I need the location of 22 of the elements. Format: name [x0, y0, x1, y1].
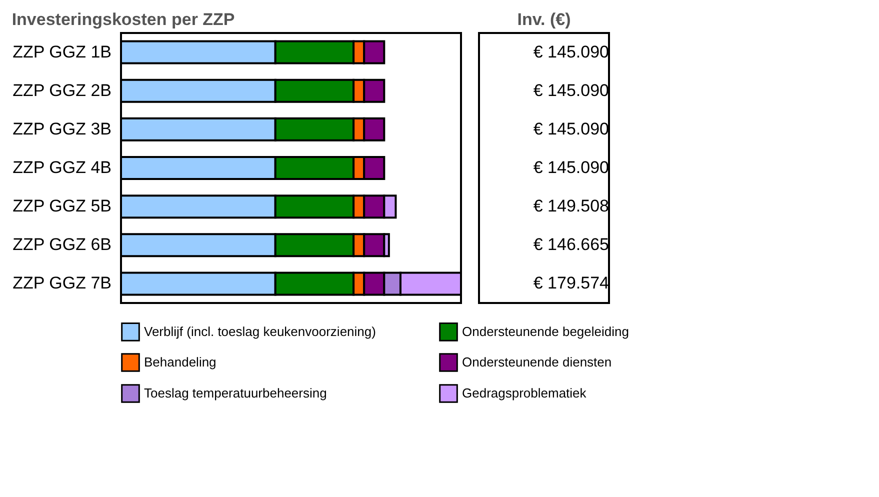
legend-label: Ondersteunende begeleiding — [462, 324, 629, 339]
text: € 145.090 — [533, 42, 609, 62]
legend-label: Behandeling — [144, 354, 216, 370]
y-tick-label: ZZP GGZ 7B — [12, 274, 112, 293]
y-tick-label: ZZP GGZ 4B — [12, 158, 112, 177]
legend-label: Gedragsproblematiek — [462, 386, 587, 400]
text: € 146.665 — [533, 235, 609, 254]
y-tick-label: ZZP GGZ 5B — [12, 196, 112, 216]
text: € 145.090 — [533, 80, 609, 100]
y-tick-label: ZZP GGZ 1B — [12, 42, 112, 62]
y-tick-label: ZZP GGZ 3B — [12, 119, 112, 138]
chart-title: Investeringskosten per ZZP — [12, 10, 235, 29]
legend-label: Toeslag temperatuurbeheersing — [144, 386, 327, 400]
y-tick-label: ZZP GGZ 2B — [12, 80, 112, 100]
text: Inv. (€) — [517, 10, 571, 29]
y-tick-label: ZZP GGZ 6B — [12, 235, 112, 254]
text: € 149.508 — [533, 196, 609, 216]
legend-label: Ondersteunende diensten — [462, 354, 612, 370]
text: € 145.090 — [533, 158, 609, 177]
text: € 179.574 — [533, 274, 609, 293]
text: € 145.090 — [533, 119, 609, 138]
legend-label: Verblijf (incl. toeslag keukenvoorziening) — [144, 324, 376, 339]
